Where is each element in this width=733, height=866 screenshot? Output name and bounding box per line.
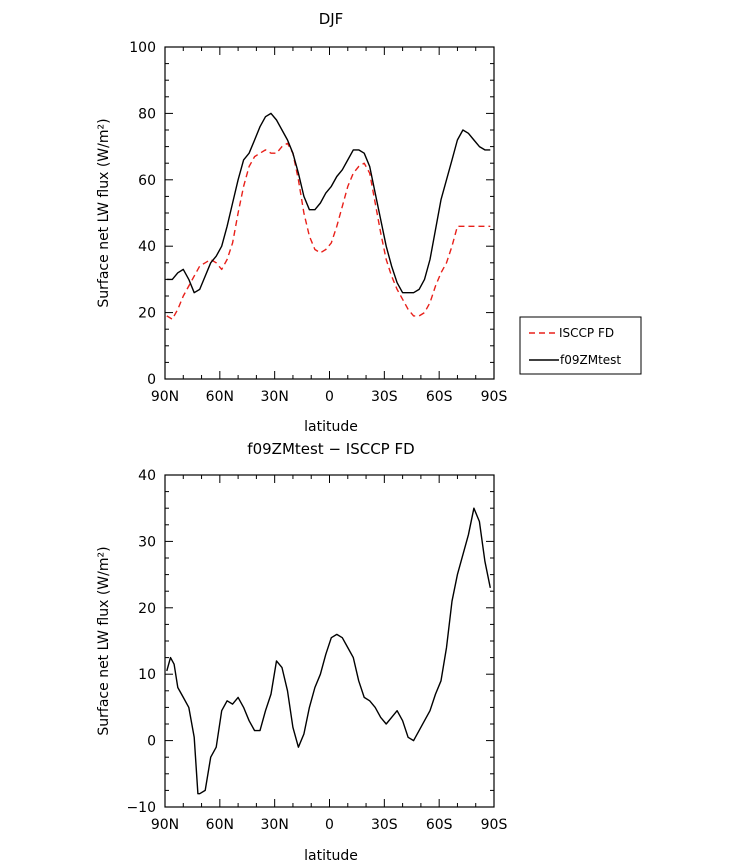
bottom-x-axis-label: latitude bbox=[304, 848, 358, 864]
top-xtick-label: 90N bbox=[151, 389, 179, 405]
top-y-axis-label: Surface net LW flux (W/m²) bbox=[96, 118, 112, 307]
top-ytick-label: 40 bbox=[138, 239, 156, 255]
top-series-line-isccp-fd bbox=[166, 142, 491, 320]
top-plot-frame bbox=[164, 46, 495, 380]
top-xtick-label: 30S bbox=[371, 389, 398, 405]
bottom-title: f09ZMtest − ISCCP FD bbox=[247, 440, 414, 458]
bottom-series-lines bbox=[166, 507, 491, 795]
top-ytick-label: 80 bbox=[138, 106, 156, 122]
bottom-xtick-label: 90S bbox=[481, 817, 508, 833]
top-xtick-label: 0 bbox=[325, 389, 334, 405]
top-ytick-label: 60 bbox=[138, 173, 156, 189]
legend-label-isccp: ISCCP FD bbox=[559, 326, 614, 340]
bottom-ytick-label: 0 bbox=[147, 734, 156, 750]
bottom-ytick-label: 30 bbox=[138, 534, 156, 550]
bottom-y-axis-label: Surface net LW flux (W/m²) bbox=[96, 546, 112, 735]
top-ytick-label: 0 bbox=[147, 372, 156, 388]
bottom-panel: f09ZMtest − ISCCP FD −10 0 10 20 30 40 90N 60N 3… bbox=[96, 440, 507, 864]
bottom-axis-ticks: −10 0 10 20 30 40 90N 60N 30N 0 30S 60S 90S bbox=[126, 468, 507, 833]
bottom-ytick-label: 10 bbox=[138, 667, 156, 683]
top-panel: DJF 0 20 40 60 80 100 90N 60N 30N 0 30S 60S 90S lati… bbox=[96, 10, 642, 435]
top-xtick-label: 60S bbox=[426, 389, 453, 405]
bottom-ytick-label: 20 bbox=[138, 601, 156, 617]
bottom-xtick-label: 60N bbox=[206, 817, 234, 833]
bottom-xtick-label: 30S bbox=[371, 817, 398, 833]
bottom-xtick-label: 30N bbox=[261, 817, 289, 833]
bottom-xtick-label: 60S bbox=[426, 817, 453, 833]
top-title: DJF bbox=[319, 10, 344, 28]
bottom-xtick-label: 90N bbox=[151, 817, 179, 833]
bottom-series-line-difference bbox=[166, 507, 491, 795]
top-series-line-f09zmtest bbox=[166, 112, 491, 294]
top-xtick-label: 30N bbox=[261, 389, 289, 405]
top-xtick-label: 60N bbox=[206, 389, 234, 405]
top-axis-ticks: 0 20 40 60 80 100 90N 60N 30N 0 30S 60S 90S bbox=[129, 40, 507, 405]
bottom-ytick-label: 40 bbox=[138, 468, 156, 484]
bottom-xtick-label: 0 bbox=[325, 817, 334, 833]
legend-box bbox=[519, 316, 642, 375]
legend-label-f09zmtest: f09ZMtest bbox=[560, 353, 621, 367]
top-x-axis-label: latitude bbox=[304, 419, 358, 435]
top-xtick-label: 90S bbox=[481, 389, 508, 405]
top-ytick-label: 20 bbox=[138, 306, 156, 322]
bottom-ytick-label: −10 bbox=[126, 800, 156, 816]
top-series-lines bbox=[166, 112, 491, 320]
top-ytick-label: 100 bbox=[129, 40, 156, 56]
top-legend: ISCCP FD f09ZMtest bbox=[519, 316, 642, 375]
